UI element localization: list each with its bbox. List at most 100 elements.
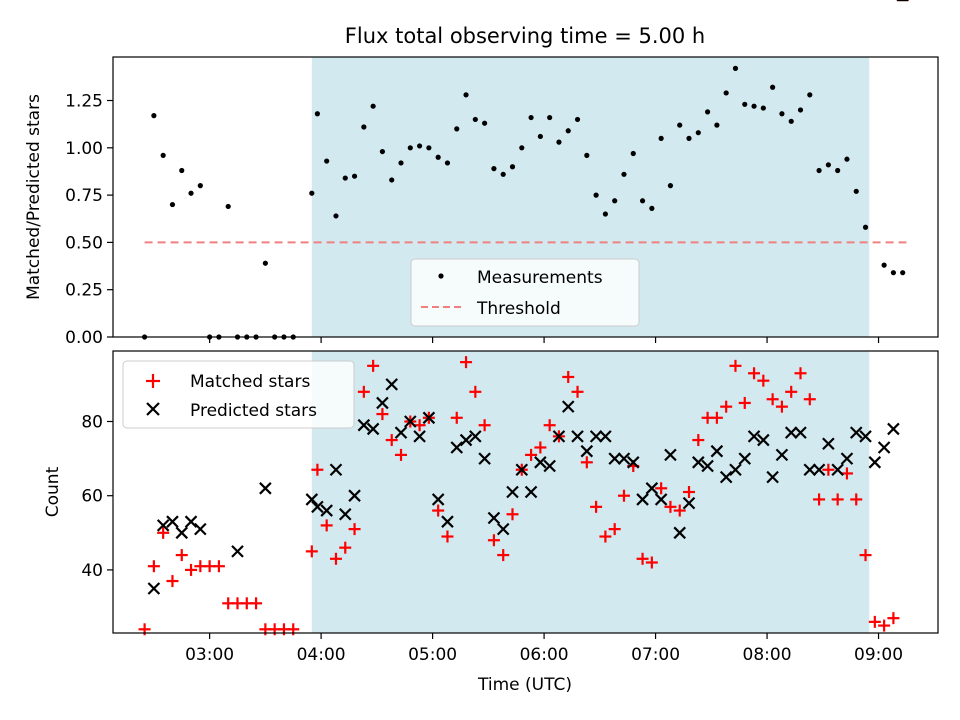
measurement-point (160, 152, 166, 158)
predicted-star-point (803, 463, 817, 477)
predicted-star-point (524, 485, 538, 499)
bottom-x-ticks: 03:00 04:00 05:00 06:00 07:00 08:00 09:00 (185, 633, 903, 665)
matched-star-point (329, 552, 342, 565)
measurement-point (760, 105, 766, 111)
measurement-point (262, 260, 268, 266)
matched-star-point (185, 563, 198, 576)
matched-star-point (831, 493, 844, 506)
measurement-point (881, 262, 887, 268)
matched-star-point (166, 575, 179, 588)
measurement-point (169, 201, 176, 208)
matched-star-point (803, 393, 816, 406)
predicted-star-point (775, 448, 789, 462)
measurement-point (333, 213, 339, 219)
matched-star-point (655, 482, 668, 495)
predicted-star-point (320, 504, 333, 517)
matched-star-point (157, 526, 170, 539)
predicted-star-point (543, 459, 556, 473)
predicted-star-point (599, 430, 612, 443)
predicted-star-point (259, 482, 272, 495)
predicted-star-point (831, 463, 844, 477)
predicted-star-point (682, 496, 696, 510)
top-y-axis-label: Matched/Predicted stars (24, 94, 44, 300)
x-tick-label: 04:00 (297, 645, 346, 665)
matched-star-point (460, 356, 473, 369)
measurement-point (639, 198, 646, 204)
predicted-star-point (747, 430, 761, 443)
measurement-point (593, 192, 599, 198)
measurement-point (482, 120, 488, 126)
predicted-star-point (608, 452, 621, 465)
measurement-point (407, 145, 413, 151)
measurement-points (141, 65, 906, 340)
x-tick-label: 05:00 (408, 645, 457, 665)
predicted-star-point (757, 433, 770, 447)
predicted-star-point (156, 519, 170, 532)
predicted-star-point (231, 545, 244, 558)
predicted-star-point (366, 422, 380, 436)
legend-matched-label: Matched stars (190, 372, 310, 392)
predicted-star-point (868, 456, 882, 469)
matched-star-point (395, 448, 408, 461)
matched-star-point (757, 374, 770, 387)
bottom-shaded-region (311, 351, 870, 633)
predicted-star-point (478, 452, 491, 465)
measurement-point (444, 160, 451, 166)
x-tick-label: 09:00 (854, 645, 903, 665)
measurement-point (537, 133, 543, 140)
predicted-star-point (515, 463, 529, 477)
predicted-star-point (194, 522, 207, 536)
predicted-star-point (394, 426, 408, 439)
measurement-point (723, 90, 729, 96)
measurement-point (677, 122, 683, 128)
predicted-star-point (385, 378, 398, 391)
matched-star-point (441, 530, 454, 543)
predicted-star-point (305, 493, 319, 506)
matched-star-point (571, 385, 584, 398)
predicted-star-point (459, 433, 473, 447)
predicted-star-point (329, 463, 343, 477)
measurement-point (807, 92, 813, 98)
measurement-point (704, 109, 711, 115)
predicted-star-point (849, 426, 863, 439)
measurement-point (370, 103, 376, 109)
matched-star-point (878, 619, 891, 632)
predicted-star-point (840, 452, 854, 465)
measurement-point (547, 114, 553, 121)
x-tick-label: 06:00 (520, 645, 569, 665)
predicted-star-point (311, 500, 324, 514)
measurement-point (314, 111, 320, 117)
predicted-star-point (710, 444, 724, 458)
measurement-point (379, 148, 386, 155)
measurement-point (816, 167, 822, 174)
measurement-point (565, 128, 571, 134)
measurement-point (435, 154, 441, 160)
matched-star-point (590, 500, 603, 513)
measurement-point (528, 114, 534, 121)
bottom-legend-box (122, 360, 355, 429)
legend-measurements-label: Measurements (477, 268, 603, 288)
matched-star-point (617, 489, 630, 502)
predicted-star-point (357, 418, 371, 432)
predicted-star-point (561, 400, 575, 413)
bottom-y-tick-label: 80 (81, 413, 103, 433)
measurement-point (714, 122, 720, 128)
matched-star-point (775, 400, 788, 413)
measurement-point (686, 135, 692, 141)
matched-star-point (469, 385, 482, 398)
chart-title: Flux total observing time = 5.00 h (345, 24, 705, 48)
measurement-point (844, 156, 850, 162)
matched-star-point (720, 400, 733, 413)
matched-star-point (339, 541, 352, 554)
matched-star-point (311, 463, 324, 476)
x-tick-label: 08:00 (743, 645, 792, 665)
predicted-star-point (571, 430, 584, 443)
predicted-star-point (636, 493, 649, 506)
predicted-star-point (654, 493, 668, 506)
bottom-y-tick-label: 40 (81, 561, 103, 581)
predicted-star-point (441, 515, 454, 528)
predicted-star-point (738, 452, 752, 465)
measurement-point (862, 224, 869, 230)
predicted-star-point (673, 526, 687, 540)
